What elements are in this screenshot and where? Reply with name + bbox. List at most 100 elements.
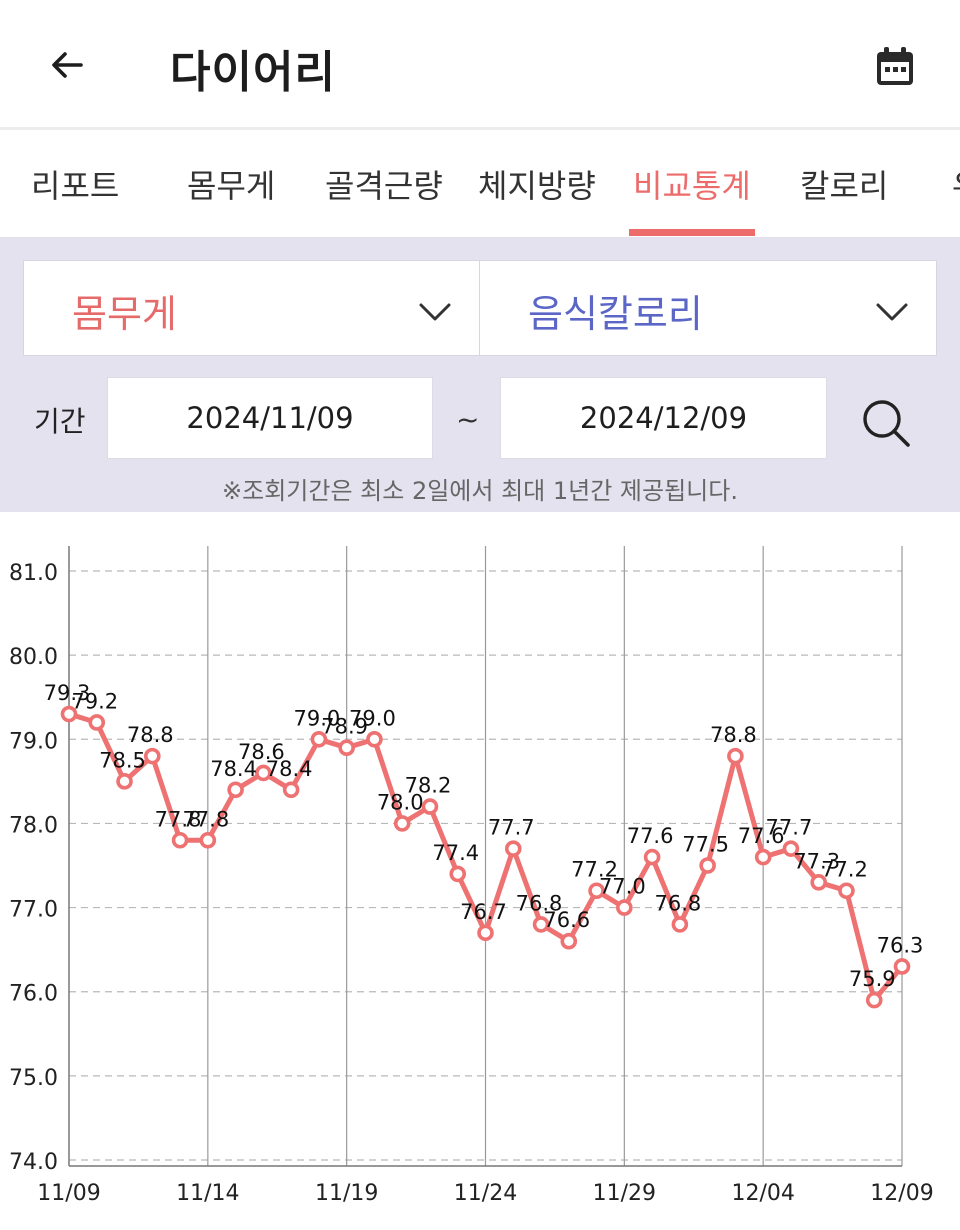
- data-label: 78.2: [405, 774, 452, 798]
- data-point: [116, 773, 133, 790]
- chevron-down-icon: [419, 303, 451, 321]
- data-label: 78.5: [99, 748, 146, 772]
- x-tick-label: 11/14: [176, 1181, 239, 1206]
- data-point: [199, 831, 217, 849]
- search-button[interactable]: [858, 395, 914, 451]
- data-point: [366, 730, 383, 748]
- data-label: 78.6: [238, 740, 285, 764]
- data-label: 76.7: [460, 900, 507, 924]
- data-point: [671, 916, 689, 933]
- data-point: [171, 831, 189, 849]
- tab-report[interactable]: 리포트: [31, 167, 120, 205]
- data-label: 78.4: [210, 757, 257, 781]
- data-point: [144, 747, 161, 765]
- tab-muscle-mass[interactable]: 골격근량: [325, 167, 443, 205]
- data-label: 76.6: [543, 908, 590, 932]
- app-header: 다이어리: [0, 0, 960, 130]
- y-tick-label: 75.0: [9, 1066, 58, 1091]
- data-label: 77.8: [182, 807, 229, 831]
- page-title: 다이어리: [170, 47, 336, 98]
- y-tick-label: 77.0: [9, 898, 58, 923]
- data-point: [865, 991, 883, 1009]
- data-label: 79.0: [349, 706, 396, 730]
- x-tick-label: 11/19: [315, 1181, 378, 1206]
- active-tab-indicator: [629, 229, 755, 236]
- data-point: [616, 899, 633, 916]
- tab-body-fat[interactable]: 체지방량: [478, 167, 596, 205]
- data-label: 79.2: [71, 689, 118, 713]
- y-tick-label: 79.0: [9, 729, 58, 754]
- x-tick-label: 12/09: [870, 1181, 933, 1206]
- right-metric-value: 음식칼로리: [528, 292, 703, 336]
- filter-panel: 몸무게 음식칼로리 기간 2024/11/09 ~ 2024/12/09 ※조회…: [0, 237, 960, 512]
- data-label: 76.3: [877, 933, 924, 957]
- data-point: [643, 848, 661, 866]
- data-point: [255, 764, 272, 782]
- data-point: [449, 865, 467, 883]
- data-label: 76.8: [516, 891, 563, 915]
- tab-overflow[interactable]: 유: [952, 161, 960, 207]
- data-point: [560, 932, 578, 950]
- data-label: 77.3: [793, 849, 840, 873]
- y-tick-label: 76.0: [9, 982, 58, 1007]
- data-label: 78.4: [266, 757, 313, 781]
- data-label: 75.9: [849, 967, 896, 991]
- data-label: 77.6: [738, 824, 785, 848]
- right-metric-select[interactable]: 음식칼로리: [479, 260, 937, 356]
- y-tick-label: 74.0: [9, 1150, 58, 1175]
- tab-compare-stats[interactable]: 비교통계: [633, 167, 751, 205]
- period-label: 기간: [34, 405, 86, 438]
- tab-bar: 리포트 몸무게 골격근량 체지방량 비교통계 칼로리 유: [0, 133, 960, 237]
- left-metric-select[interactable]: 몸무게: [23, 260, 480, 356]
- data-label: 77.7: [488, 816, 535, 840]
- date-to-field[interactable]: 2024/12/09: [500, 377, 827, 459]
- date-from-field[interactable]: 2024/11/09: [107, 377, 433, 459]
- data-label: 79.3: [44, 681, 91, 705]
- data-point: [338, 739, 355, 756]
- data-point: [810, 874, 828, 891]
- data-label: 77.2: [821, 858, 868, 882]
- data-label: 78.9: [321, 715, 368, 739]
- data-label: 76.8: [654, 891, 701, 915]
- data-point: [893, 958, 911, 975]
- line-chart: 81.0 80.0 79.0 78.0 77.0 76.0 75.0 74.0 11/09 11/…: [9, 546, 934, 1206]
- arrow-left-icon: [52, 52, 83, 78]
- data-point: [282, 781, 300, 799]
- x-tick-label: 12/04: [731, 1181, 794, 1206]
- weight-chart: 81.0 80.0 79.0 78.0 77.0 76.0 75.0 74.0 11/09 11/…: [0, 512, 960, 1230]
- x-tick-label: 11/09: [37, 1181, 100, 1206]
- period-notice: ※조회기간은 최소 2일에서 최대 1년간 제공됩니다.: [222, 477, 738, 505]
- back-button[interactable]: [40, 38, 94, 92]
- chevron-down-icon: [876, 303, 908, 321]
- data-point: [393, 815, 411, 832]
- data-point: [532, 916, 550, 933]
- data-label: 77.6: [627, 824, 674, 848]
- y-tick-label: 81.0: [9, 561, 58, 586]
- x-tick-label: 11/24: [454, 1181, 517, 1206]
- data-label: 77.2: [571, 858, 618, 882]
- data-label: 78.8: [710, 723, 757, 747]
- data-point: [504, 840, 522, 857]
- left-metric-value: 몸무게: [72, 292, 177, 336]
- data-point: [754, 848, 772, 866]
- data-label: 77.8: [155, 807, 202, 831]
- calendar-button[interactable]: [866, 38, 924, 96]
- data-label: 78.0: [377, 790, 424, 814]
- y-tick-label: 78.0: [9, 813, 58, 838]
- tab-calories[interactable]: 칼로리: [800, 167, 889, 205]
- data-label: 79.0: [294, 706, 341, 730]
- data-point: [227, 781, 244, 799]
- data-point: [727, 747, 744, 765]
- data-label: 78.8: [127, 723, 174, 747]
- data-point: [699, 857, 716, 874]
- date-separator: ~: [456, 403, 480, 436]
- data-point: [588, 882, 605, 900]
- data-point: [310, 730, 328, 748]
- data-label: 77.7: [766, 816, 813, 840]
- data-label: 77.0: [599, 875, 646, 899]
- data-point: [782, 840, 800, 857]
- tab-weight[interactable]: 몸무게: [187, 167, 276, 205]
- data-point: [421, 798, 439, 815]
- data-point: [60, 705, 78, 723]
- data-label: 77.5: [682, 833, 729, 857]
